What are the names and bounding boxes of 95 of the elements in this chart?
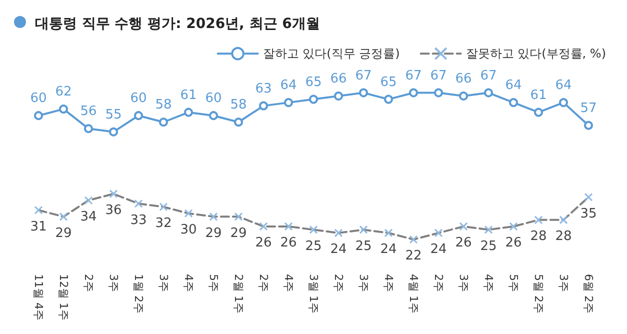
data-label: 67 <box>355 68 372 84</box>
x-tick-label: 3월 1주 <box>307 274 320 314</box>
x-tick-label: 3주 <box>557 274 570 292</box>
point <box>309 94 318 104</box>
x-tick-label: 6월 2주 <box>582 274 595 314</box>
data-label: 24 <box>330 242 347 258</box>
data-label: 29 <box>55 226 72 241</box>
point <box>284 98 293 108</box>
point <box>259 101 268 110</box>
chart-title: 대통령 직무 수행 평가: 2026년, 최근 6개월 <box>35 16 320 32</box>
data-label: 22 <box>405 248 422 264</box>
data-label: 63 <box>255 81 272 96</box>
data-label: 26 <box>255 236 272 251</box>
data-label: 26 <box>505 236 522 251</box>
x-tick-label: 5월 2주 <box>532 274 545 314</box>
x-tick-label: 4주 <box>182 274 195 292</box>
data-label: 34 <box>80 210 97 225</box>
point <box>509 98 518 108</box>
point <box>334 92 343 101</box>
point <box>59 104 68 114</box>
point <box>484 88 493 98</box>
point <box>109 127 118 136</box>
data-label: 25 <box>480 238 497 254</box>
x-tick-label: 5주 <box>207 274 220 292</box>
point <box>84 124 93 134</box>
data-label: 25 <box>355 238 372 254</box>
data-label: 64 <box>280 78 297 94</box>
x-tick-label: 4주 <box>382 274 395 292</box>
point <box>234 118 243 127</box>
data-label: 57 <box>580 100 597 116</box>
data-label: 25 <box>305 238 322 254</box>
data-label: 62 <box>55 84 72 100</box>
x-tick-label: 2월 1주 <box>232 274 245 314</box>
x-tick-label: 2주 <box>432 274 445 292</box>
legend-label: 잘못하고 있다(부정률, %) <box>466 46 606 61</box>
x-tick-label: 2주 <box>332 274 345 292</box>
data-label: 33 <box>130 212 147 228</box>
point <box>534 108 543 117</box>
x-tick-label: 3주 <box>107 274 120 292</box>
x-tick-label: 11월 4주 <box>32 274 45 320</box>
point <box>184 108 193 117</box>
data-label: 26 <box>280 236 297 251</box>
data-label: 29 <box>205 226 222 241</box>
point <box>559 98 568 108</box>
point <box>34 111 43 120</box>
data-label: 29 <box>230 226 247 241</box>
point <box>584 120 593 130</box>
data-label: 61 <box>530 88 547 103</box>
data-label: 28 <box>530 229 547 244</box>
x-tick-label: 3주 <box>157 274 170 292</box>
data-label: 60 <box>30 91 47 106</box>
x-tick-label: 1월 2주 <box>132 274 145 314</box>
data-label: 61 <box>180 88 197 103</box>
data-label: 66 <box>330 72 347 87</box>
x-tick-label: 2주 <box>82 274 95 292</box>
x-tick-label: 5주 <box>507 274 520 292</box>
data-label: 35 <box>580 206 597 222</box>
point <box>159 118 168 127</box>
data-label: 24 <box>430 242 447 258</box>
data-label: 55 <box>105 107 122 122</box>
data-label: 36 <box>105 203 122 218</box>
point <box>384 94 393 104</box>
data-label: 30 <box>180 222 197 238</box>
data-label: 64 <box>505 78 522 94</box>
data-label: 64 <box>555 78 572 94</box>
point <box>409 88 418 98</box>
x-tick-label: 4월 1주 <box>407 274 420 314</box>
data-label: 24 <box>380 242 397 258</box>
point <box>209 111 218 120</box>
data-label: 67 <box>430 68 447 84</box>
data-label: 28 <box>555 229 572 244</box>
x-tick-label: 4주 <box>482 274 495 292</box>
legend-label: 잘하고 있다(직무 긍정률) <box>262 46 400 61</box>
point <box>359 88 368 98</box>
x-tick-label: 12월 1주 <box>57 274 70 320</box>
point <box>434 88 443 98</box>
data-label: 67 <box>405 68 422 84</box>
x-tick-label: 3주 <box>357 274 370 292</box>
point <box>134 111 143 120</box>
x-tick-label: 2주 <box>257 274 270 292</box>
data-label: 66 <box>455 72 472 87</box>
data-label: 58 <box>230 98 247 113</box>
data-label: 56 <box>80 104 97 120</box>
x-tick-label: 3주 <box>457 274 470 292</box>
data-label: 32 <box>155 216 172 232</box>
data-label: 67 <box>480 68 497 84</box>
data-label: 60 <box>130 91 147 106</box>
data-label: 65 <box>305 74 322 90</box>
point <box>459 92 468 101</box>
x-tick-label: 4주 <box>282 274 295 292</box>
data-label: 26 <box>455 236 472 251</box>
data-label: 65 <box>380 74 397 90</box>
data-label: 31 <box>30 219 47 234</box>
data-label: 60 <box>205 91 222 106</box>
data-label: 58 <box>155 98 172 113</box>
